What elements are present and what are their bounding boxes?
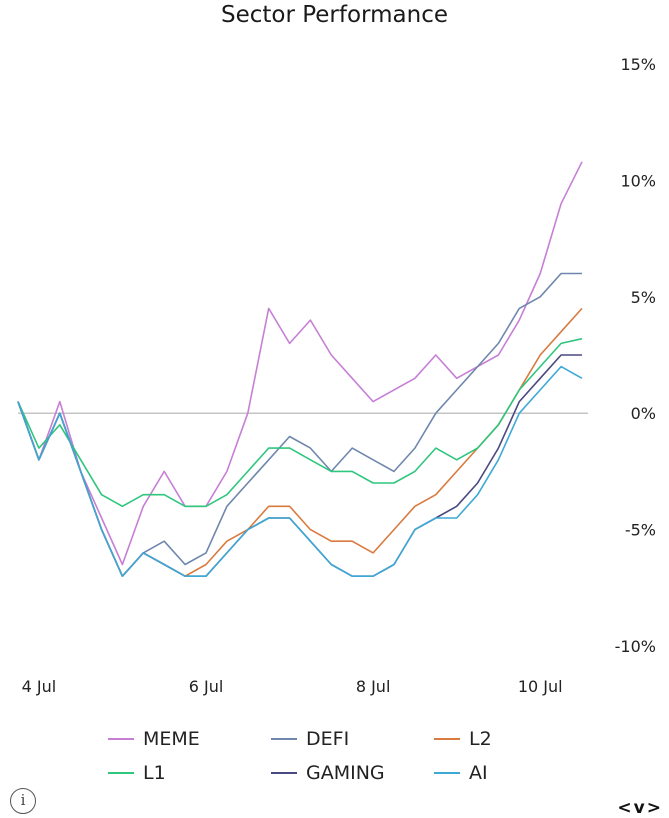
x-tick-label: 10 Jul [518,677,563,696]
info-icon[interactable]: i [10,788,36,814]
y-tick-label: 10% [620,171,656,190]
x-tick-label: 8 Jul [356,677,391,696]
y-axis: 15% 10% 5% 0% -5% -10% [615,55,656,656]
legend-swatch [271,772,297,774]
nav-next-button[interactable]: > [646,798,663,818]
y-tick-label: 15% [620,55,656,74]
legend-label: L1 [143,762,166,784]
legend-swatch [434,772,460,774]
nav-toggle-button[interactable]: v [633,798,647,818]
legend-swatch [108,772,134,774]
series-line-l1 [17,337,583,508]
nav-prev-button[interactable]: < [617,798,634,818]
legend-item-defi[interactable]: DEFI [271,728,349,750]
x-axis: 4 Jul 6 Jul 8 Jul 10 Jul [22,677,563,696]
series-line-gaming [17,354,582,578]
legend-label: AI [469,762,488,784]
series-line-ai [17,365,583,578]
x-tick-label: 6 Jul [189,677,224,696]
legend-label: GAMING [306,762,385,784]
sector-performance-chart: 15% 10% 5% 0% -5% -10% 4 Jul 6 Jul 8 Jul 10 Jul [17,55,656,696]
y-tick-label: 0% [631,404,656,423]
x-tick-label: 4 Jul [22,677,57,696]
legend-item-gaming[interactable]: GAMING [271,762,385,784]
legend-item-ai[interactable]: AI [434,762,488,784]
legend-item-l1[interactable]: L1 [108,762,166,784]
y-tick-label: -5% [625,521,656,540]
legend-label: MEME [143,728,200,750]
series-lines [17,161,583,578]
legend-swatch [434,738,460,740]
chart-title: Sector Performance [220,2,448,28]
y-tick-label: -10% [615,637,656,656]
legend-label: L2 [469,728,492,750]
legend-item-l2[interactable]: L2 [434,728,492,750]
legend-swatch [108,738,134,740]
y-tick-label: 5% [631,288,656,307]
legend-swatch [271,738,297,740]
series-line-meme [17,161,583,566]
chart-navigation: <v> [617,798,663,818]
legend-item-meme[interactable]: MEME [108,728,200,750]
legend-label: DEFI [306,728,350,750]
